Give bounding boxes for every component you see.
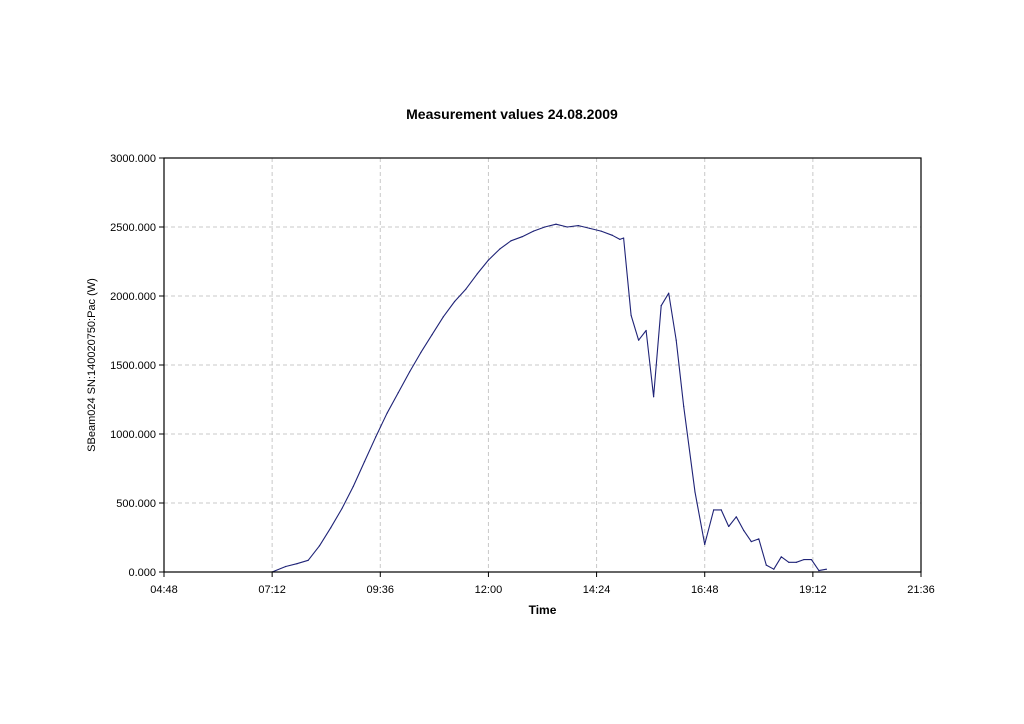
y-tick-label: 3000.000 <box>110 153 156 165</box>
y-tick-label: 2000.000 <box>110 291 156 303</box>
data-point <box>720 509 722 511</box>
data-point <box>773 568 775 570</box>
x-tick-label: 12:00 <box>475 584 503 596</box>
x-tick-label: 19:12 <box>799 584 827 596</box>
y-tick-label: 0.000 <box>128 567 156 579</box>
tick-labels: 04:48 07:12 09:36 12:00 14:24 16:48 19:12 21:36… <box>110 153 935 596</box>
data-point <box>544 226 546 228</box>
data-point <box>713 509 715 511</box>
data-point <box>577 225 580 227</box>
x-tick-label: 21:36 <box>907 584 935 596</box>
data-point <box>442 316 444 318</box>
data-point <box>476 273 478 275</box>
chart-title: Measurement values 24.08.2009 <box>406 106 618 122</box>
data-point <box>765 564 767 566</box>
x-axis-label: Time <box>528 603 557 617</box>
data-point <box>675 339 677 341</box>
x-tick-label: 16:48 <box>691 584 719 596</box>
grid-lines <box>164 158 921 572</box>
data-point <box>803 558 805 561</box>
data-point <box>611 234 613 236</box>
data-point <box>653 396 655 398</box>
data-point <box>788 561 790 563</box>
x-tick-label: 04:48 <box>150 584 178 596</box>
x-tick-label: 09:36 <box>367 584 395 596</box>
data-point <box>341 507 343 510</box>
series-line <box>271 223 827 573</box>
y-tick-label: 2500.000 <box>110 222 156 234</box>
data-point <box>825 568 827 570</box>
data-point <box>431 334 433 336</box>
data-point <box>566 226 568 228</box>
data-point <box>408 371 411 373</box>
data-point <box>521 236 523 238</box>
data-point <box>318 545 321 547</box>
data-point <box>499 248 501 250</box>
y-tick-label: 1500.000 <box>110 360 156 372</box>
data-point <box>285 565 287 568</box>
data-point <box>683 405 685 407</box>
data-point <box>589 227 591 229</box>
data-point <box>630 314 632 316</box>
data-point <box>296 563 298 565</box>
data-point <box>810 558 812 561</box>
x-tick-label: 07:12 <box>258 584 286 596</box>
data-point <box>623 237 625 239</box>
data-point <box>420 351 422 354</box>
data-point <box>735 516 737 518</box>
data-point <box>465 288 467 290</box>
data-point <box>532 230 535 232</box>
data-point <box>307 559 309 561</box>
data-point <box>758 538 760 540</box>
data-point <box>660 305 662 307</box>
data-point <box>668 292 670 294</box>
data-point <box>363 461 366 463</box>
data-point <box>780 556 782 558</box>
series-layer <box>271 223 827 573</box>
data-point <box>750 541 752 543</box>
data-point <box>330 527 332 529</box>
data-point <box>728 525 730 528</box>
data-point <box>555 223 557 225</box>
data-point <box>397 392 399 394</box>
data-point <box>352 485 354 488</box>
data-point <box>619 238 621 241</box>
data-point <box>743 530 745 532</box>
data-point <box>487 259 490 261</box>
y-tick-label: 1000.000 <box>110 429 156 441</box>
x-tick-label: 14:24 <box>583 584 611 596</box>
data-point <box>694 491 696 493</box>
data-point <box>600 230 602 232</box>
data-point <box>818 570 820 572</box>
data-point <box>510 240 512 242</box>
data-point <box>645 329 647 332</box>
data-point <box>454 300 456 303</box>
data-point <box>704 543 706 546</box>
data-point <box>638 339 640 341</box>
data-point <box>386 412 388 414</box>
data-point <box>795 561 797 563</box>
data-point <box>375 436 377 438</box>
y-tick-label: 500.000 <box>116 498 156 510</box>
